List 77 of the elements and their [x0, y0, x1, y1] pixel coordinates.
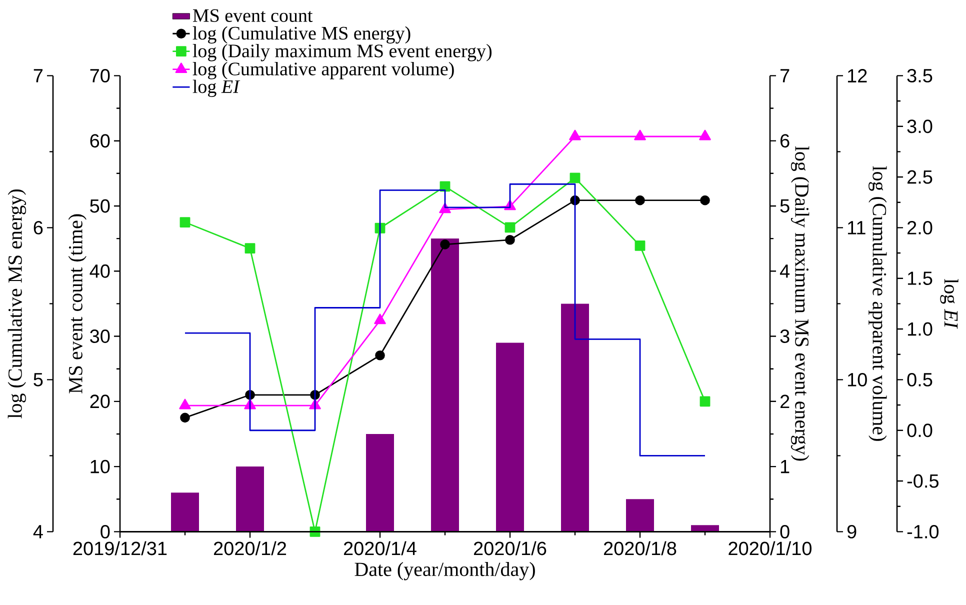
- point: [634, 240, 646, 251]
- x-tick-label: 2020/1/8: [604, 541, 676, 556]
- point: [570, 172, 580, 184]
- x-tick-label: 2020/1/6: [474, 541, 546, 556]
- point: [569, 130, 581, 140]
- y-tick-label: 10: [90, 460, 110, 474]
- legend-label: MS event count: [192, 9, 313, 22]
- point: [179, 398, 191, 410]
- y-tick-label: 10: [848, 372, 867, 386]
- point: [699, 130, 711, 140]
- x-tick-label: 2020/1/10: [728, 541, 812, 556]
- point: [505, 234, 515, 245]
- y-tick-label: 0: [100, 524, 110, 538]
- y-tick-label: 30: [90, 330, 110, 343]
- y2-tick-label: -1.0: [907, 524, 939, 538]
- x-tick-label: 2020/1/4: [344, 541, 416, 556]
- y3-tick-label: 5: [780, 199, 790, 213]
- y-axis-title: MS event count (time): [68, 214, 86, 394]
- y-tick-label: 60: [90, 134, 110, 148]
- y2-tick-label: 2.0: [908, 220, 932, 234]
- point: [440, 181, 450, 192]
- y-axis-title: log (Cumulative apparent volume): [868, 166, 887, 441]
- point: [374, 314, 386, 324]
- y3-tick-label: 3: [780, 330, 790, 343]
- y2-tick-label: 1.5: [908, 272, 932, 285]
- y2-tick-label: 2.5: [908, 170, 932, 184]
- legend-label: log EI: [192, 80, 240, 97]
- y-tick-label: 12: [848, 69, 867, 82]
- y2-tick-label: 0.0: [907, 424, 932, 438]
- y2-tick-label: 3.0: [907, 120, 932, 134]
- bar: [236, 466, 264, 532]
- y3-tick-label: 4: [780, 264, 790, 278]
- y-tick-label: 9: [847, 524, 856, 538]
- y2-axis-title: log EI: [940, 279, 958, 329]
- y-tick-label: 11: [848, 221, 866, 234]
- y-tick-label: 50: [90, 199, 110, 213]
- bar: [691, 525, 720, 532]
- y-tick-label: 20: [90, 394, 110, 408]
- point: [700, 396, 710, 407]
- point: [700, 195, 710, 206]
- y-tick-label: 70: [90, 68, 110, 82]
- y2-tick-label: 4: [33, 525, 43, 538]
- y2-tick-label: -0.5: [907, 474, 938, 488]
- y3-tick-label: 0: [780, 524, 790, 538]
- point: [180, 217, 190, 228]
- y3-tick-label: 7: [780, 69, 790, 82]
- y3-tick-label: 6: [780, 134, 790, 148]
- bar: [496, 342, 524, 532]
- y2-tick-label: 3.5: [907, 68, 932, 82]
- bar: [431, 238, 460, 532]
- y2-tick-label: 0.5: [907, 372, 932, 386]
- point: [375, 350, 385, 360]
- y2-axis-title: log (Cumulative MS energy): [8, 189, 26, 418]
- bar: [171, 492, 199, 532]
- legend-label: log (Cumulative MS energy): [192, 26, 410, 44]
- x-tick-label: 2019/12/31: [73, 541, 167, 556]
- y3-axis-title: log (Daily maximum MS event energy): [790, 146, 810, 461]
- x-axis-title: Date (year/month/day): [354, 562, 535, 580]
- bar: [561, 304, 590, 532]
- point: [504, 222, 516, 233]
- point: [635, 195, 645, 206]
- y2-tick-label: 7: [34, 69, 43, 82]
- legend-label: log (Daily maximum MS event energy): [192, 44, 492, 62]
- y-tick-label: 40: [90, 264, 110, 278]
- bar: [626, 499, 654, 532]
- y2-tick-label: 1.0: [908, 322, 932, 336]
- point: [634, 130, 646, 140]
- point: [440, 240, 450, 250]
- y2-tick-label: 6: [34, 220, 43, 234]
- bar: [366, 434, 394, 532]
- y2-tick-label: 5: [34, 373, 43, 386]
- y3-tick-label: 2: [780, 394, 790, 408]
- point: [244, 243, 256, 254]
- y3-tick-label: 1: [780, 460, 790, 474]
- x-tick-label: 2020/1/2: [214, 541, 286, 556]
- legend-label: log (Cumulative apparent volume): [192, 62, 454, 80]
- point: [180, 412, 190, 423]
